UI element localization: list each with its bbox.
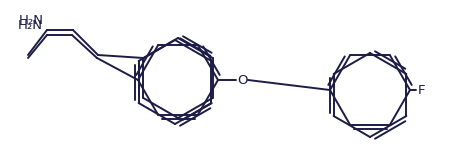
Text: H₂N: H₂N bbox=[19, 14, 44, 27]
Text: H₂N: H₂N bbox=[18, 19, 43, 32]
Text: F: F bbox=[418, 84, 426, 96]
Text: O: O bbox=[237, 74, 247, 87]
